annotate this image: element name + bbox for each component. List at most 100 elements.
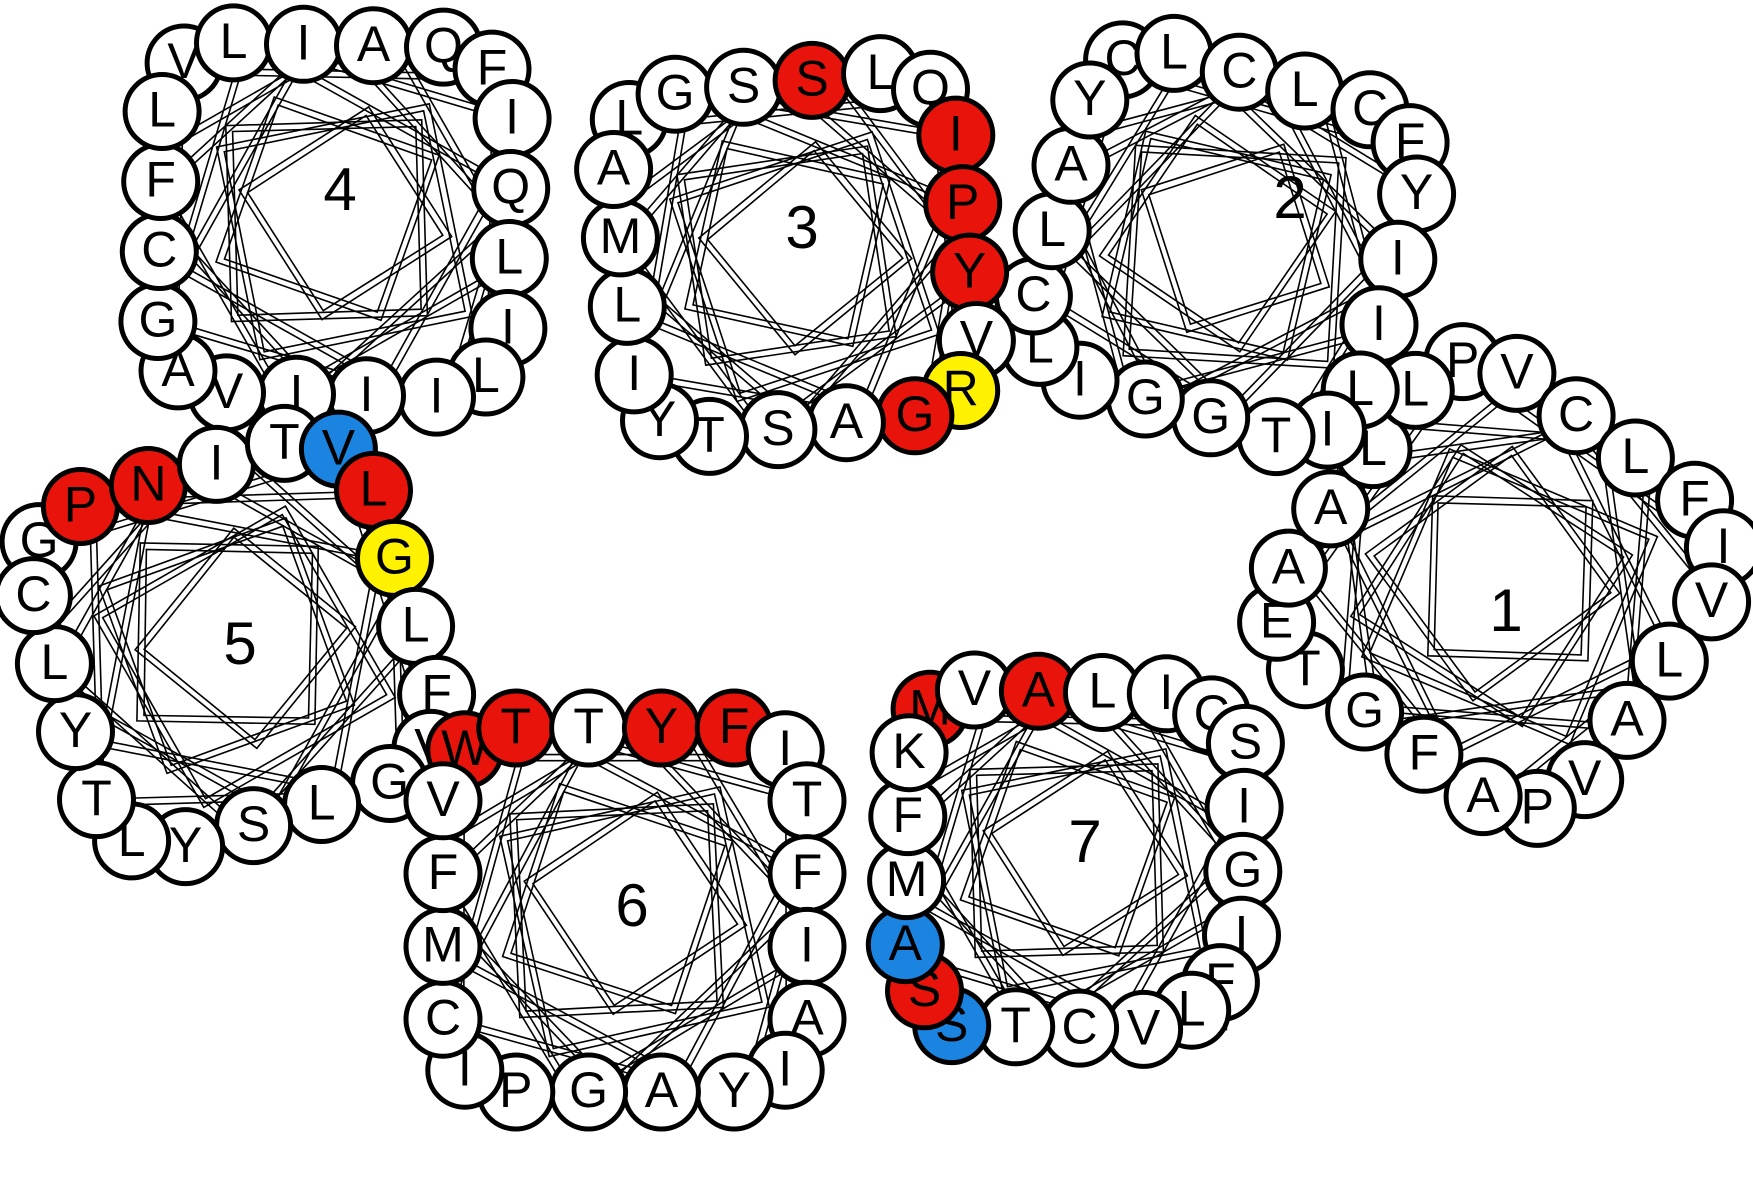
residue-letter: Y [718,1062,751,1118]
residue-4-19: F [121,142,201,221]
residue-letter: G [656,64,695,120]
residue-letter: T [269,414,300,470]
residue-3-18: L [587,266,667,346]
wheel-square-line [1128,151,1340,363]
residue-letter: V [1695,572,1729,628]
residue-letter: T [1000,997,1031,1053]
wheel-square-line [990,758,1180,948]
wheel-square-line [697,140,913,356]
residue-letter: V [426,771,460,827]
residue-2-13: G [1171,378,1251,458]
wheel-square-line [101,513,388,800]
residue-letter: I [1372,295,1386,351]
residue-letter: G [375,529,414,585]
residue-letter: I [778,1040,792,1096]
wheel-square-line [683,152,891,360]
wheel-square-line [508,802,725,1019]
wheel-square-line [246,114,444,312]
wheel-square-line [143,548,314,719]
residue-letter: T [81,770,112,826]
residue-circle [574,130,654,209]
residue-1-7: V [1672,562,1752,642]
residue-letter: Y [169,817,202,873]
residue-circle [1477,333,1557,413]
residue-4-7: I [472,79,552,158]
residue-letter: A [1272,538,1306,594]
residue-letter: P [946,174,979,230]
residue-7-13: V [1104,989,1184,1069]
wheel-square-line [223,109,467,353]
residue-5-20: C [0,556,73,636]
residue-letter: F [145,152,176,208]
residue-letter: L [148,82,176,138]
wheel-square-line [968,754,1201,988]
residue-letter: T [573,698,604,754]
wheel-square-line [676,145,898,367]
residue-letter: I [458,1040,472,1096]
residue-letter: M [600,208,642,264]
helix-1-number: 1 [1489,577,1522,644]
wheel-square-line [515,809,718,1012]
residue-2-19: A [1031,125,1111,205]
wheel-square-line [1360,447,1659,746]
residue-letter: I [1237,778,1251,834]
residue-2-4: L [1265,51,1345,131]
residue-letter: L [402,597,430,653]
helix-4-number: 4 [323,156,356,223]
residue-letter: I [627,345,641,401]
residue-letter: L [867,44,895,100]
residue-letter: G [1126,369,1165,425]
residue-letter: F [792,844,823,900]
wheel-square-line [692,147,885,340]
residue-5-19: L [14,624,94,704]
residue-5-7: L [334,450,413,530]
residue-letter: A [830,393,864,449]
residue-6-4: Y [621,688,701,768]
residue-4-4: A [334,6,413,86]
residue-letter: V [1127,1000,1161,1056]
wheel-square-line [1426,494,1594,662]
residue-letter: F [1409,725,1440,781]
residue-letter: K [892,723,925,779]
residue-1-13: F [1384,714,1464,794]
residue-letter: A [1466,767,1500,823]
wheel-square-line [231,125,422,317]
residue-letter: F [719,698,750,754]
residue-letter: L [40,634,68,690]
residue-4-18: C [119,212,199,291]
residue-letter: Q [491,159,530,215]
residue-7-7: S [1205,703,1285,783]
wheel-square-line [968,763,1165,959]
wheel-square-line [523,791,748,1016]
residue-6-2: T [476,688,556,768]
residue-letter: Y [1073,70,1106,126]
residue-letter: I [501,299,515,355]
residue-letter: S [761,400,794,456]
wheel-square-line [668,130,941,403]
residue-letter: V [958,660,992,716]
residue-5-13: L [282,765,362,844]
wheel-square-line [967,748,1169,949]
residue-letter: I [297,15,311,71]
wheel-square-line [531,799,739,1007]
residue-letter: I [800,917,814,973]
residue-5-14: S [214,786,294,866]
wheel-square-line [959,740,1176,957]
residue-letter: Y [59,702,92,758]
residue-letter: G [569,1062,608,1118]
residue-3-9: Y [930,232,1010,312]
residue-letter: G [1223,842,1262,898]
wheel-square-line [133,526,357,750]
wheel-square-line [683,140,892,348]
wheel-square-line [106,525,348,767]
residue-letter: T [1261,407,1292,463]
wheel-square-line [1373,454,1612,694]
residue-circle [1291,469,1371,549]
wheel-square-line [92,505,397,809]
wheel-square-line [176,73,494,391]
residue-letter: L [1621,428,1649,484]
